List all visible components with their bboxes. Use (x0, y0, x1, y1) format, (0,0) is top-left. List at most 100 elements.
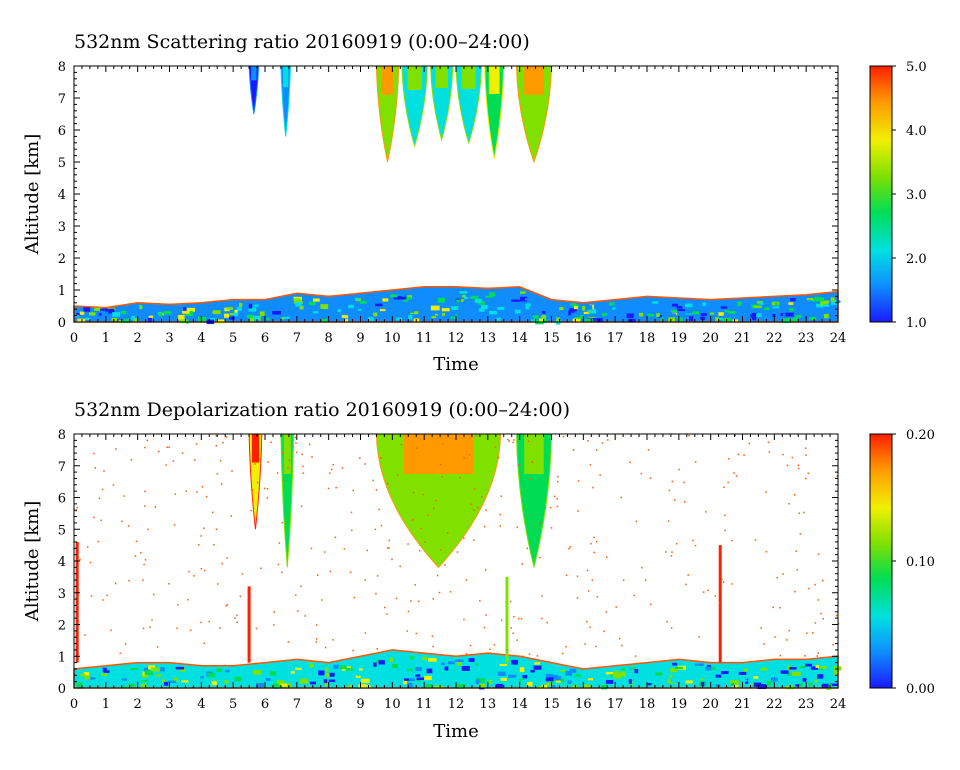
noise-speckle (786, 639, 788, 641)
noise-speckle (768, 451, 771, 453)
heatmap-cell (538, 685, 543, 689)
noise-speckle (101, 488, 104, 491)
noise-speckle (489, 652, 492, 654)
noise-speckle (788, 503, 790, 505)
heatmap-cell (428, 658, 437, 662)
chart-title: 532nm Scattering ratio 20160919 (0:00–24… (74, 31, 530, 53)
noise-speckle (432, 598, 435, 600)
heatmap-cell (728, 311, 736, 314)
noise-speckle (151, 619, 153, 621)
heatmap-cell (462, 295, 466, 298)
heatmap-cell (407, 668, 413, 671)
noise-speckle (765, 551, 768, 553)
heatmap-cell (670, 667, 678, 673)
colorbar-tick-label: 0.10 (906, 555, 935, 570)
heatmap-cell (130, 667, 139, 671)
noise-speckle (349, 571, 352, 574)
heatmap-cell (700, 677, 705, 681)
heatmap-cell (605, 680, 614, 684)
noise-speckle (513, 439, 515, 441)
heatmap-cell (441, 662, 445, 666)
noise-speckle (156, 646, 159, 648)
noise-speckle (380, 457, 382, 459)
noise-speckle (494, 446, 497, 448)
heatmap-cell (378, 660, 385, 665)
noise-speckle (541, 595, 543, 597)
y-tick-label: 8 (58, 60, 66, 75)
noise-speckle (267, 461, 269, 463)
heatmap-cell (379, 309, 386, 312)
heatmap-cell (555, 680, 565, 683)
x-tick-label: 18 (639, 331, 656, 346)
noise-speckle (536, 655, 539, 657)
heatmap-cell (434, 313, 438, 316)
y-tick-label: 2 (58, 252, 66, 267)
heatmap-cell (715, 317, 719, 322)
heatmap-cell (403, 678, 409, 681)
noise-speckle (204, 569, 206, 572)
heatmap-cell (178, 319, 188, 324)
heatmap-cell (677, 309, 686, 312)
heatmap-cell (497, 307, 505, 310)
noise-speckle (615, 606, 617, 608)
x-tick-label: 9 (356, 331, 364, 346)
heatmap-cell (133, 317, 139, 323)
noise-speckle (521, 563, 523, 565)
heatmap-cell (122, 685, 127, 689)
heatmap-cell (469, 678, 475, 681)
heatmap-cell (720, 306, 728, 309)
noise-speckle (154, 506, 156, 508)
cloud-core (488, 66, 500, 94)
noise-speckle (364, 463, 366, 465)
colorbar-ticks: 0.20 0.10 0.00 (892, 428, 935, 697)
heatmap-cell (606, 668, 614, 672)
noise-speckle (359, 457, 361, 459)
noise-speckle (470, 503, 472, 506)
heatmap-area (73, 65, 841, 325)
heatmap-cell (76, 312, 82, 316)
noise-speckle (255, 627, 258, 630)
heatmap-cell (341, 315, 349, 318)
noise-speckle (832, 644, 834, 646)
heatmap-cell (323, 679, 328, 684)
heatmap-cell (339, 665, 347, 670)
heatmap-cell (569, 308, 577, 312)
noise-speckle (281, 571, 283, 574)
noise-speckle (165, 464, 167, 466)
noise-speckle (805, 454, 807, 456)
noise-speckle (512, 441, 514, 444)
heatmap-cell (456, 683, 466, 689)
noise-speckle (475, 435, 477, 437)
x-tick-label: 16 (575, 697, 592, 712)
heatmap-cell (488, 310, 497, 315)
heatmap-cell (488, 679, 493, 685)
axes: 0 1 2 3 4 5 6 7 8 9 10 11 12 13 14 15 16 17 18 19 20 21 22 23 24… (58, 428, 847, 712)
heatmap-cell (667, 683, 677, 687)
noise-speckle (200, 621, 202, 624)
noise-speckle (187, 598, 189, 601)
noise-speckle (302, 465, 304, 468)
noise-speckle (456, 551, 459, 553)
noise-speckle (332, 463, 334, 466)
noise-speckle (477, 506, 479, 509)
noise-speckle (683, 481, 685, 484)
heatmap-cell (105, 308, 109, 312)
noise-speckle (513, 615, 515, 618)
x-tick-label: 12 (448, 697, 465, 712)
noise-speckle (499, 513, 501, 516)
heatmap-cell (196, 671, 202, 675)
heatmap-cell (83, 307, 91, 312)
noise-speckle (483, 525, 486, 528)
heatmap-cell (324, 667, 329, 672)
noise-speckle (670, 555, 673, 557)
cloud-core (524, 434, 544, 475)
heatmap-cell (140, 683, 147, 689)
noise-speckle (144, 446, 146, 449)
heatmap-cell (522, 664, 532, 670)
heatmap-cell (694, 663, 704, 667)
heatmap-cell (238, 302, 243, 308)
x-tick-label: 6 (261, 697, 269, 712)
heatmap-cell (98, 313, 102, 316)
noise-speckle (723, 486, 725, 489)
noise-speckle (473, 488, 476, 490)
